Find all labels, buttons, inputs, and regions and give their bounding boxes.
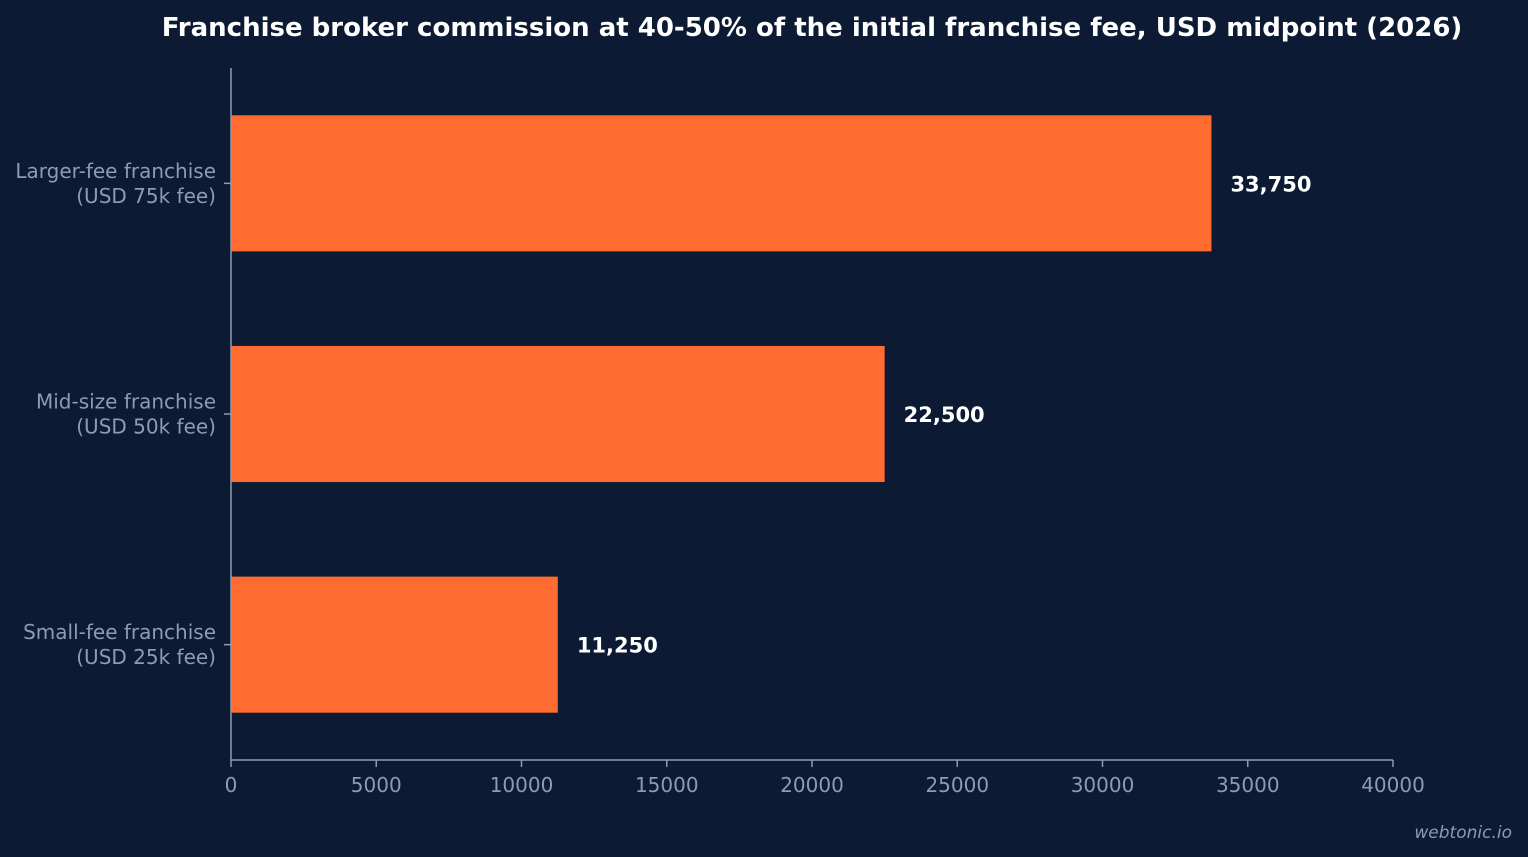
y-tick-label: (USD 50k fee) [76, 415, 216, 439]
data-label: 11,250 [577, 634, 658, 658]
x-tick-label: 30000 [1071, 773, 1135, 797]
x-tick-label: 35000 [1216, 773, 1280, 797]
x-tick-label: 20000 [780, 773, 844, 797]
x-tick-label: 5000 [351, 773, 402, 797]
chart-title: Franchise broker commission at 40-50% of… [162, 13, 1463, 43]
x-tick-label: 0 [225, 773, 238, 797]
axes-layer [224, 68, 1394, 767]
watermark: webtonic.io [1414, 823, 1512, 843]
y-tick-label: (USD 75k fee) [76, 184, 216, 208]
y-tick-label: Larger-fee franchise [15, 159, 216, 183]
data-label: 33,750 [1230, 172, 1311, 196]
x-tick-label: 10000 [490, 773, 554, 797]
y-tick-label: Mid-size franchise [36, 390, 216, 414]
x-tick-label: 15000 [635, 773, 699, 797]
y-tick-label: Small-fee franchise [23, 620, 216, 644]
labels-layer: 33,750 Larger-fee franchise(USD 75k fee) 2… [15, 159, 1424, 797]
y-tick-label: (USD 25k fee) [76, 645, 216, 669]
bar [231, 345, 885, 483]
data-label: 22,500 [904, 403, 985, 427]
x-tick-label: 40000 [1361, 773, 1425, 797]
bar [231, 115, 1212, 252]
bars-layer [231, 115, 1212, 713]
bar [231, 576, 558, 713]
x-tick-label: 25000 [925, 773, 989, 797]
